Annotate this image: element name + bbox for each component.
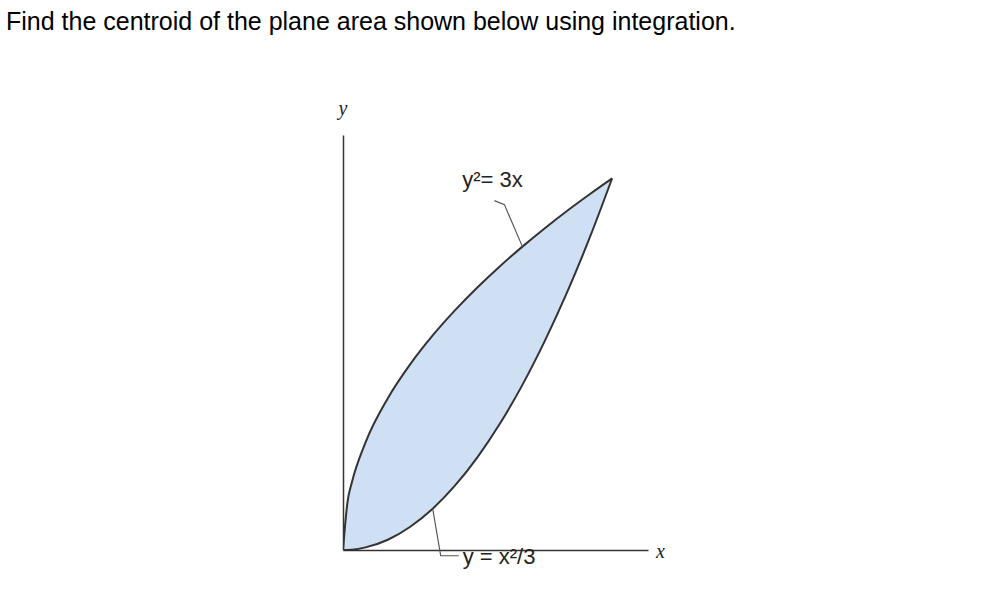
shaded-area [343,178,612,550]
curve-label: y = x²/3 [463,544,536,569]
curve [343,178,612,550]
curve-label: y²= 3x [462,167,523,192]
y-axis-label: y [337,97,348,120]
figure: Find the centroid of the plane area show… [0,0,1000,608]
leader-line [494,201,522,247]
curve [343,178,612,550]
y-axis [343,136,344,551]
leader-line [433,509,459,556]
axis-line [343,136,345,551]
x-axis-label: x [655,540,665,562]
marks [343,178,612,550]
title: Find the centroid of the plane area show… [6,7,736,35]
